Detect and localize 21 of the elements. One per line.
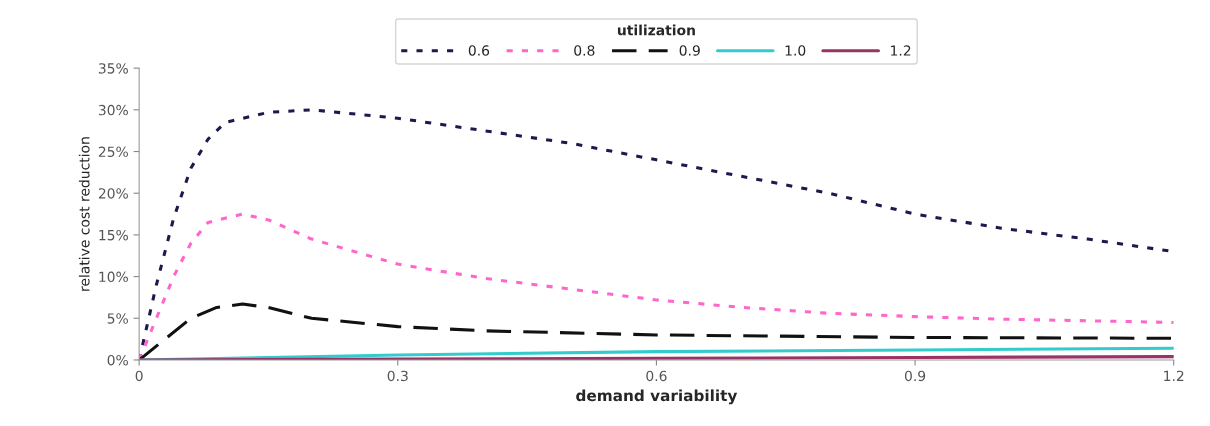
legend-title: utilization [617,24,695,36]
x-axis-title: demand variability [576,389,738,405]
y-tick-label: 0% [107,354,128,366]
x-tick-label: 0.9 [904,370,926,382]
y-tick-label: 10% [99,271,128,283]
legend-label: 0.9 [679,45,700,56]
y-tick-label: 5% [107,313,128,324]
x-tick-label: 0.6 [646,370,667,382]
y-tick-label: 35% [98,63,128,74]
legend-label: 1.0 [785,45,806,56]
x-tick-label: 1.2 [1164,370,1184,381]
y-axis-title: relative cost reduction [78,137,90,291]
y-tick-label: 20% [98,188,128,199]
legend-label: 0.6 [468,45,490,56]
x-tick-label: 0 [135,370,143,382]
y-tick-label: 30% [98,104,128,116]
legend-label: 0.8 [574,45,595,56]
legend-label: 1.2 [891,45,911,56]
y-tick-label: 25% [98,146,128,158]
y-tick-label: 15% [99,229,128,241]
x-tick-label: 0.3 [387,370,408,382]
